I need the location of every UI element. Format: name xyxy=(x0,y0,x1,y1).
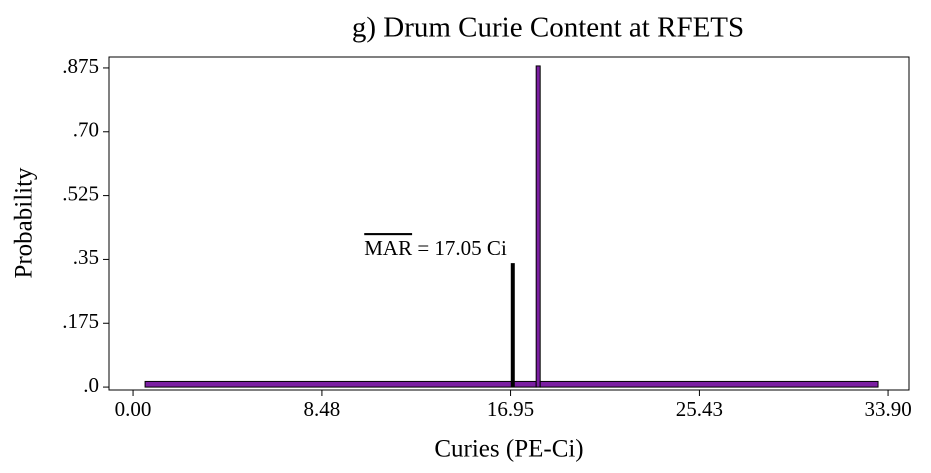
x-tick-label: 8.48 xyxy=(304,397,341,421)
x-tick-label: 33.90 xyxy=(864,397,911,421)
y-tick-label: .0 xyxy=(83,373,99,397)
y-axis-label: Probability xyxy=(11,167,38,279)
chart-title: g) Drum Curie Content at RFETS xyxy=(352,12,744,44)
mean-annotation: MAR = 17.05 Ci xyxy=(364,236,507,260)
y-tick-label: .525 xyxy=(62,181,99,205)
x-tick-label: 0.00 xyxy=(115,397,152,421)
y-tick-label: .35 xyxy=(73,245,99,269)
x-axis-label: Curies (PE-Ci) xyxy=(434,436,583,463)
x-tick-label: 25.43 xyxy=(676,397,723,421)
x-tick-label: 16.95 xyxy=(487,397,534,421)
y-tick-label: .875 xyxy=(62,54,99,78)
y-tick-label: .70 xyxy=(73,118,99,142)
bar xyxy=(535,65,541,388)
mean-label: = 17.05 Ci xyxy=(412,236,507,260)
bar xyxy=(144,380,537,388)
y-tick-label: .175 xyxy=(62,309,99,333)
plot-frame xyxy=(108,56,910,391)
mean-label-overline: MAR xyxy=(364,236,412,260)
bar xyxy=(539,380,879,388)
